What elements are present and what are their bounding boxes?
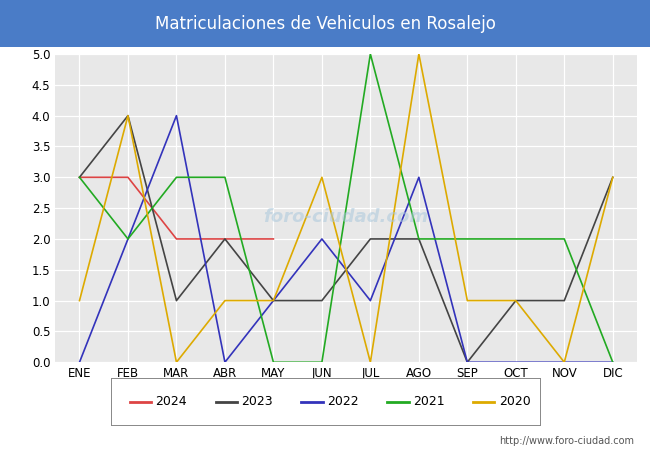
2021 — [463, 236, 471, 242]
Text: Matriculaciones de Vehiculos en Rosalejo: Matriculaciones de Vehiculos en Rosalejo — [155, 14, 495, 33]
2023 — [221, 236, 229, 242]
2024 — [124, 175, 132, 180]
2021 — [172, 175, 180, 180]
2023 — [463, 360, 471, 365]
Text: http://www.foro-ciudad.com: http://www.foro-ciudad.com — [499, 436, 634, 446]
2020 — [318, 175, 326, 180]
Line: 2021: 2021 — [79, 54, 613, 362]
2021 — [512, 236, 520, 242]
2021 — [609, 360, 617, 365]
Text: 2020: 2020 — [499, 395, 530, 408]
2022 — [609, 360, 617, 365]
2022 — [124, 236, 132, 242]
2024 — [172, 236, 180, 242]
2021 — [367, 51, 374, 57]
2020 — [463, 298, 471, 303]
2021 — [318, 360, 326, 365]
2023 — [609, 175, 617, 180]
2023 — [512, 298, 520, 303]
2022 — [415, 175, 422, 180]
2023 — [560, 298, 568, 303]
Text: 2021: 2021 — [413, 395, 445, 408]
2021 — [221, 175, 229, 180]
2020 — [75, 298, 83, 303]
2021 — [270, 360, 278, 365]
2020 — [609, 175, 617, 180]
2023 — [367, 236, 374, 242]
2022 — [270, 298, 278, 303]
2021 — [75, 175, 83, 180]
2024 — [221, 236, 229, 242]
2022 — [512, 360, 520, 365]
Line: 2022: 2022 — [79, 116, 613, 362]
Line: 2024: 2024 — [79, 177, 274, 239]
2022 — [318, 236, 326, 242]
Line: 2023: 2023 — [79, 116, 613, 362]
2023 — [270, 298, 278, 303]
2024 — [270, 236, 278, 242]
2023 — [318, 298, 326, 303]
2022 — [221, 360, 229, 365]
2020 — [172, 360, 180, 365]
2020 — [512, 298, 520, 303]
2020 — [415, 51, 422, 57]
Line: 2020: 2020 — [79, 54, 613, 362]
2020 — [560, 360, 568, 365]
Text: foro-ciudad.com: foro-ciudad.com — [263, 208, 429, 226]
2022 — [172, 113, 180, 118]
2022 — [463, 360, 471, 365]
2021 — [415, 236, 422, 242]
2020 — [124, 113, 132, 118]
2020 — [221, 298, 229, 303]
2023 — [75, 175, 83, 180]
2020 — [367, 360, 374, 365]
2022 — [367, 298, 374, 303]
2023 — [124, 113, 132, 118]
2022 — [560, 360, 568, 365]
Text: 2022: 2022 — [327, 395, 359, 408]
2021 — [560, 236, 568, 242]
Text: 2023: 2023 — [241, 395, 273, 408]
2023 — [172, 298, 180, 303]
2022 — [75, 360, 83, 365]
2023 — [415, 236, 422, 242]
2020 — [270, 298, 278, 303]
2024 — [75, 175, 83, 180]
2021 — [124, 236, 132, 242]
Text: 2024: 2024 — [155, 395, 187, 408]
